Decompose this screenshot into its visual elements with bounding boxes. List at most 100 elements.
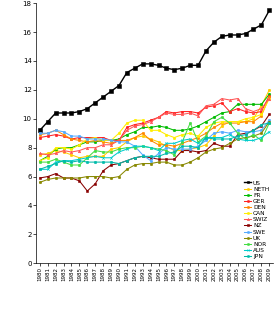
CAN <box>54 146 57 150</box>
NOR <box>133 146 136 150</box>
CAN <box>204 126 208 129</box>
US <box>165 66 168 70</box>
DEN <box>149 139 152 143</box>
NZ <box>228 144 231 148</box>
GER <box>125 126 129 129</box>
Line: GER: GER <box>39 94 270 142</box>
Line: AUS: AUS <box>39 131 270 170</box>
SWE <box>125 140 129 144</box>
JPN <box>260 123 263 126</box>
SWIZ <box>102 143 105 147</box>
Line: DEN: DEN <box>39 96 270 147</box>
SWE <box>117 140 121 144</box>
GER <box>38 136 41 140</box>
AUS <box>133 144 136 148</box>
NZ <box>157 157 160 161</box>
GER <box>204 105 208 109</box>
UK <box>236 137 239 141</box>
NZ <box>102 169 105 173</box>
US <box>133 66 136 70</box>
NOR <box>149 146 152 150</box>
CAN <box>197 134 200 138</box>
NZ <box>70 176 73 180</box>
CAN <box>220 120 224 124</box>
SWE <box>62 130 65 134</box>
AUS <box>70 159 73 163</box>
NZ <box>117 162 121 166</box>
JPN <box>102 160 105 164</box>
DEN <box>102 140 105 144</box>
US <box>173 68 176 72</box>
UK <box>165 160 168 164</box>
NZ <box>252 128 255 132</box>
Line: SWIZ: SWIZ <box>39 97 270 156</box>
DEN <box>86 140 89 144</box>
SWE <box>149 159 152 163</box>
SWIZ <box>197 114 200 118</box>
SWIZ <box>46 153 49 157</box>
SWE <box>268 118 271 122</box>
US <box>46 120 49 124</box>
SWE <box>141 153 144 157</box>
Line: JPN: JPN <box>39 122 270 170</box>
SWE <box>228 131 231 135</box>
FR <box>86 140 89 144</box>
AUS <box>268 130 271 134</box>
SWIZ <box>141 123 144 126</box>
NZ <box>141 154 144 158</box>
NETH <box>189 147 192 151</box>
FR <box>149 126 152 129</box>
UK <box>141 162 144 166</box>
SWIZ <box>212 102 216 106</box>
SWIZ <box>117 139 121 143</box>
NETH <box>157 140 160 144</box>
JPN <box>141 154 144 158</box>
CAN <box>189 131 192 135</box>
NETH <box>86 154 89 158</box>
NOR <box>181 140 184 144</box>
US <box>204 49 208 53</box>
Line: UK: UK <box>39 120 270 184</box>
NETH <box>133 136 136 140</box>
FR <box>252 102 255 106</box>
UK <box>62 176 65 180</box>
FR <box>197 124 200 128</box>
NETH <box>109 147 113 151</box>
CAN <box>78 143 81 147</box>
FR <box>38 159 41 163</box>
SWE <box>173 147 176 151</box>
GER <box>260 110 263 114</box>
NOR <box>46 160 49 164</box>
DEN <box>117 139 121 143</box>
DEN <box>181 141 184 145</box>
SWIZ <box>133 124 136 128</box>
CAN <box>236 120 239 124</box>
GER <box>212 104 216 108</box>
AUS <box>117 150 121 154</box>
GER <box>165 110 168 114</box>
FR <box>78 143 81 147</box>
CAN <box>102 139 105 143</box>
GER <box>54 133 57 137</box>
DEN <box>236 121 239 125</box>
AUS <box>212 136 216 140</box>
CAN <box>133 118 136 122</box>
SWE <box>252 130 255 134</box>
NOR <box>78 163 81 167</box>
NETH <box>165 144 168 148</box>
SWIZ <box>125 128 129 132</box>
AUS <box>125 147 129 151</box>
SWE <box>94 137 97 141</box>
DEN <box>212 126 216 129</box>
NOR <box>86 156 89 160</box>
GER <box>94 136 97 140</box>
UK <box>268 120 271 124</box>
JPN <box>125 159 129 163</box>
NOR <box>252 133 255 137</box>
DEN <box>141 131 144 135</box>
FR <box>189 127 192 131</box>
UK <box>228 141 231 145</box>
SWIZ <box>260 107 263 110</box>
NETH <box>70 153 73 157</box>
DEN <box>46 131 49 135</box>
